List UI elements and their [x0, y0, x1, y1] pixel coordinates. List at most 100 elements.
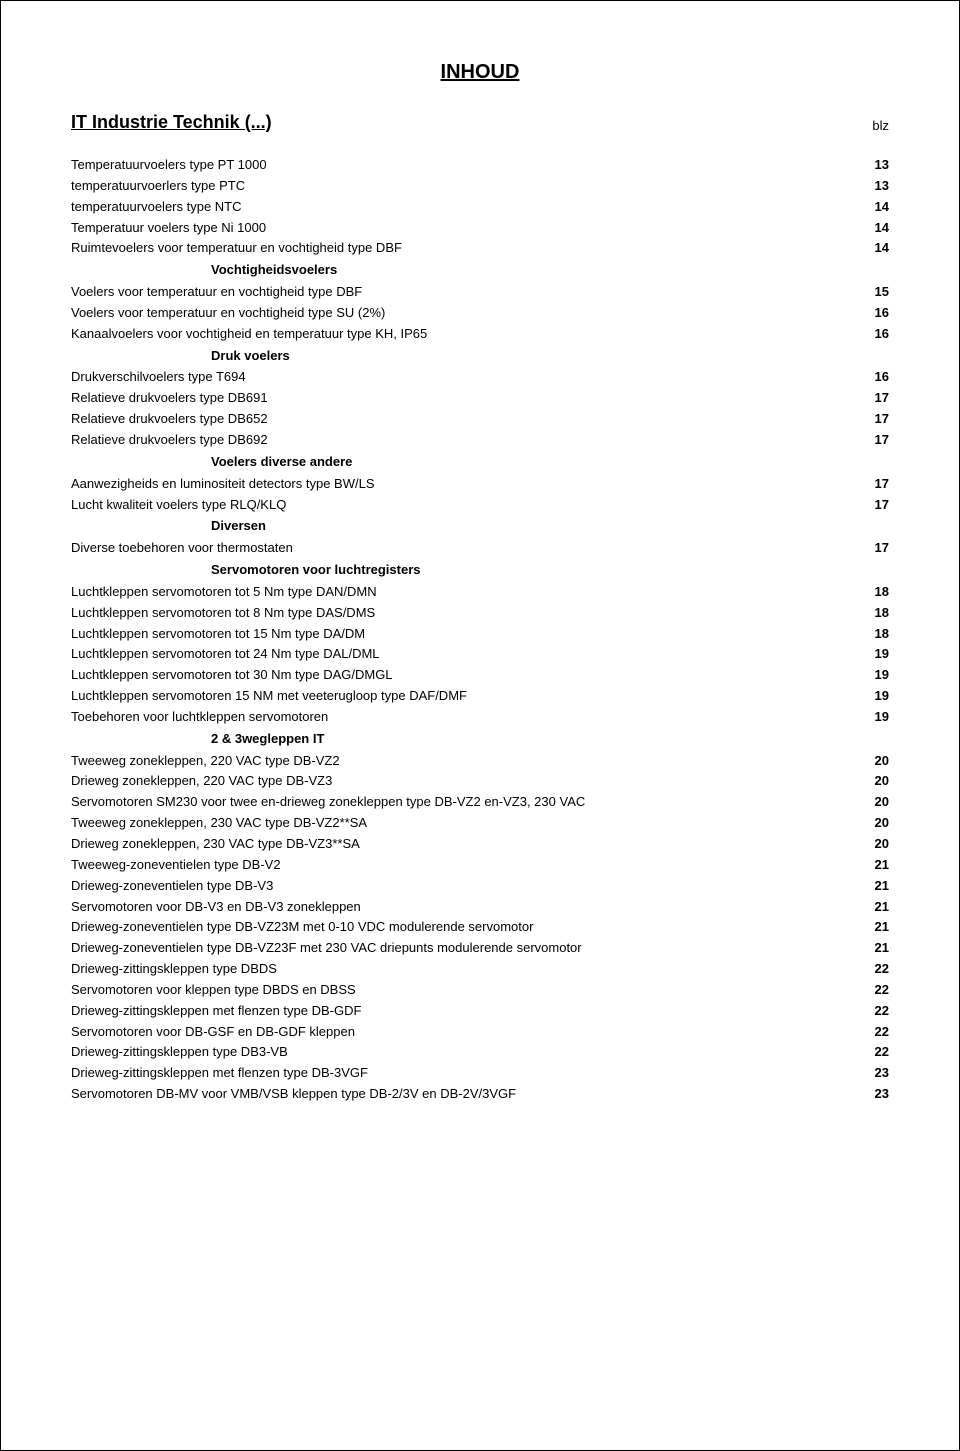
toc-row: Servomotoren DB-MV voor VMB/VSB kleppen … — [71, 1084, 889, 1105]
toc-entry-label: Drieweg-zoneventielen type DB-V3 — [71, 877, 859, 896]
toc-row: Drieweg zonekleppen, 230 VAC type DB-VZ3… — [71, 834, 889, 855]
toc-row: Relatieve drukvoelers type DB65217 — [71, 409, 889, 430]
toc-section-heading: Servomotoren voor luchtregisters — [71, 561, 889, 580]
toc-entry-page: 14 — [859, 239, 889, 258]
toc-row: Tweeweg zonekleppen, 230 VAC type DB-VZ2… — [71, 813, 889, 834]
toc-row: Luchtkleppen servomotoren tot 8 Nm type … — [71, 603, 889, 624]
toc-entry-label: Drieweg-zoneventielen type DB-VZ23F met … — [71, 939, 859, 958]
toc-section-heading: Vochtigheidsvoelers — [71, 261, 889, 280]
toc-entry-page: 16 — [859, 368, 889, 387]
toc-row: Luchtkleppen servomotoren tot 24 Nm type… — [71, 644, 889, 665]
toc-entry-label: Voelers voor temperatuur en vochtigheid … — [71, 283, 859, 302]
toc-entry-page: 21 — [859, 898, 889, 917]
toc-entry-page: 22 — [859, 1043, 889, 1062]
toc-entry-label: Drieweg-zittingskleppen met flenzen type… — [71, 1064, 859, 1083]
toc-entry-label: Tweeweg zonekleppen, 230 VAC type DB-VZ2… — [71, 814, 859, 833]
toc-row: Servomotoren voor DB-V3 en DB-V3 zonekle… — [71, 897, 889, 918]
toc-entry-page: 17 — [859, 389, 889, 408]
toc-entry-page: 23 — [859, 1064, 889, 1083]
section-subtitle: IT Industrie Technik (...) — [71, 112, 272, 133]
toc-row: Relatieve drukvoelers type DB69117 — [71, 388, 889, 409]
toc-entry-page: 17 — [859, 475, 889, 494]
toc-entry-label: temperatuurvoelers type NTC — [71, 198, 859, 217]
toc-row: Drieweg-zoneventielen type DB-V321 — [71, 876, 889, 897]
toc-entry-page: 21 — [859, 918, 889, 937]
toc-row: Tweeweg zonekleppen, 220 VAC type DB-VZ2… — [71, 751, 889, 772]
toc-entry-label: Ruimtevoelers voor temperatuur en vochti… — [71, 239, 859, 258]
toc-row: Drieweg-zittingskleppen met flenzen type… — [71, 1001, 889, 1022]
toc-entry-page: 22 — [859, 1002, 889, 1021]
toc-section-heading: Druk voelers — [71, 347, 889, 366]
toc-row: Luchtkleppen servomotoren tot 5 Nm type … — [71, 582, 889, 603]
toc-row: Drieweg-zittingskleppen met flenzen type… — [71, 1063, 889, 1084]
toc-entry-label: Tweeweg-zoneventielen type DB-V2 — [71, 856, 859, 875]
toc-entry-label: Servomotoren voor DB-GSF en DB-GDF klepp… — [71, 1023, 859, 1042]
toc-entry-label: Aanwezigheids en luminositeit detectors … — [71, 475, 859, 494]
toc-entry-label: Luchtkleppen servomotoren tot 24 Nm type… — [71, 645, 859, 664]
header-row: IT Industrie Technik (...) blz — [71, 112, 889, 133]
toc-row: Servomotoren voor DB-GSF en DB-GDF klepp… — [71, 1022, 889, 1043]
toc-row: Tweeweg-zoneventielen type DB-V221 — [71, 855, 889, 876]
toc-entry-label: Drieweg-zoneventielen type DB-VZ23M met … — [71, 918, 859, 937]
toc-section-heading: 2 & 3wegleppen IT — [71, 730, 889, 749]
toc-entry-label: Diverse toebehoren voor thermostaten — [71, 539, 859, 558]
toc-entry-label: Kanaalvoelers voor vochtigheid en temper… — [71, 325, 859, 344]
toc-row: Voelers voor temperatuur en vochtigheid … — [71, 303, 889, 324]
toc-entry-label: Luchtkleppen servomotoren tot 5 Nm type … — [71, 583, 859, 602]
table-of-contents: Temperatuurvoelers type PT 100013tempera… — [71, 155, 889, 1105]
page-title: INHOUD — [71, 61, 889, 84]
toc-entry-label: Servomotoren SM230 voor twee en-drieweg … — [71, 793, 859, 812]
toc-entry-label: Servomotoren DB-MV voor VMB/VSB kleppen … — [71, 1085, 859, 1104]
toc-row: Servomotoren voor kleppen type DBDS en D… — [71, 980, 889, 1001]
toc-entry-page: 20 — [859, 793, 889, 812]
toc-row: Lucht kwaliteit voelers type RLQ/KLQ17 — [71, 495, 889, 516]
toc-entry-label: Relatieve drukvoelers type DB652 — [71, 410, 859, 429]
toc-entry-label: Voelers voor temperatuur en vochtigheid … — [71, 304, 859, 323]
toc-entry-page: 22 — [859, 960, 889, 979]
toc-entry-page: 19 — [859, 687, 889, 706]
toc-entry-page: 19 — [859, 645, 889, 664]
toc-entry-page: 14 — [859, 219, 889, 238]
toc-row: Drieweg-zoneventielen type DB-VZ23F met … — [71, 938, 889, 959]
toc-row: Drieweg-zittingskleppen type DBDS22 — [71, 959, 889, 980]
toc-entry-page: 17 — [859, 496, 889, 515]
toc-row: Temperatuurvoelers type PT 100013 — [71, 155, 889, 176]
toc-row: Drukverschilvoelers type T69416 — [71, 367, 889, 388]
toc-row: Temperatuur voelers type Ni 100014 — [71, 218, 889, 239]
toc-entry-page: 22 — [859, 981, 889, 1000]
toc-entry-page: 21 — [859, 939, 889, 958]
toc-entry-label: Drukverschilvoelers type T694 — [71, 368, 859, 387]
toc-entry-label: Luchtkleppen servomotoren tot 30 Nm type… — [71, 666, 859, 685]
toc-entry-label: Drieweg-zittingskleppen type DB3-VB — [71, 1043, 859, 1062]
toc-row: Ruimtevoelers voor temperatuur en vochti… — [71, 238, 889, 259]
toc-row: Drieweg-zoneventielen type DB-VZ23M met … — [71, 917, 889, 938]
toc-entry-label: temperatuurvoerlers type PTC — [71, 177, 859, 196]
toc-entry-label: Tweeweg zonekleppen, 220 VAC type DB-VZ2 — [71, 752, 859, 771]
toc-entry-page: 21 — [859, 877, 889, 896]
toc-entry-label: Temperatuur voelers type Ni 1000 — [71, 219, 859, 238]
toc-entry-page: 17 — [859, 431, 889, 450]
toc-row: temperatuurvoelers type NTC14 — [71, 197, 889, 218]
toc-entry-page: 20 — [859, 752, 889, 771]
toc-entry-page: 17 — [859, 410, 889, 429]
toc-entry-label: Drieweg-zittingskleppen type DBDS — [71, 960, 859, 979]
toc-row: temperatuurvoerlers type PTC13 — [71, 176, 889, 197]
toc-entry-page: 18 — [859, 604, 889, 623]
toc-entry-page: 13 — [859, 177, 889, 196]
toc-entry-label: Drieweg-zittingskleppen met flenzen type… — [71, 1002, 859, 1021]
toc-entry-page: 19 — [859, 708, 889, 727]
toc-entry-page: 20 — [859, 835, 889, 854]
toc-row: Luchtkleppen servomotoren tot 15 Nm type… — [71, 624, 889, 645]
toc-entry-page: 22 — [859, 1023, 889, 1042]
toc-row: Voelers voor temperatuur en vochtigheid … — [71, 282, 889, 303]
toc-entry-page: 19 — [859, 666, 889, 685]
toc-entry-page: 17 — [859, 539, 889, 558]
toc-entry-page: 20 — [859, 814, 889, 833]
toc-row: Toebehoren voor luchtkleppen servomotore… — [71, 707, 889, 728]
toc-row: Drieweg-zittingskleppen type DB3-VB22 — [71, 1042, 889, 1063]
toc-entry-label: Servomotoren voor kleppen type DBDS en D… — [71, 981, 859, 1000]
toc-row: Relatieve drukvoelers type DB69217 — [71, 430, 889, 451]
document-page: INHOUD IT Industrie Technik (...) blz Te… — [0, 0, 960, 1451]
toc-section-heading: Diversen — [71, 517, 889, 536]
toc-entry-page: 16 — [859, 325, 889, 344]
